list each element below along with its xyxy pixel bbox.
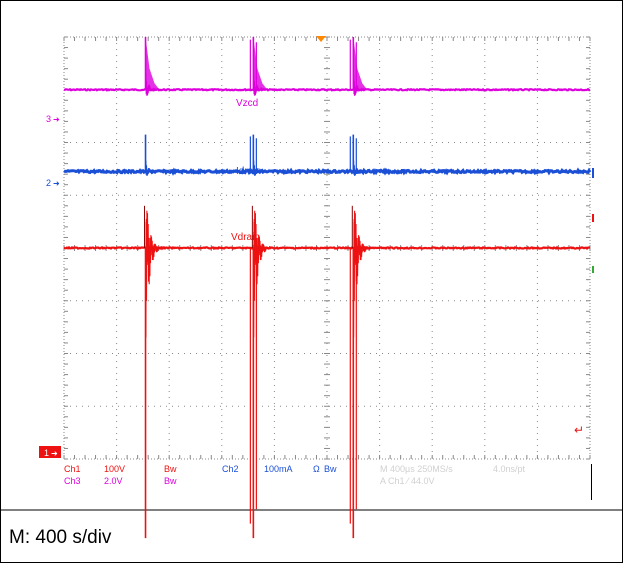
ringing-path bbox=[144, 210, 164, 338]
readout-ch3-label: Ch3 bbox=[64, 476, 81, 486]
channel-marker-2: 2 bbox=[46, 178, 51, 188]
pulse-vdrain bbox=[144, 205, 164, 539]
readout-ch2-scale: 100mA bbox=[264, 464, 293, 474]
trigger-position-icon bbox=[316, 36, 326, 42]
readout-ch3-scale: 2.0V bbox=[104, 476, 123, 486]
channel-marker-1-box bbox=[39, 446, 61, 458]
pulse-idrain bbox=[144, 134, 160, 176]
trigger-level-arrow-icon: ↵ bbox=[574, 423, 584, 437]
pulse-vdrain bbox=[349, 205, 372, 539]
pulse-vdrain bbox=[249, 205, 272, 539]
waveform-traces bbox=[63, 37, 592, 539]
readout-ch1-scale: 100V bbox=[104, 464, 125, 474]
readout-ch2-label: Ch2 bbox=[222, 464, 239, 474]
arrow-icon: ➜ bbox=[53, 179, 60, 188]
readout-ch2-bw: Bw bbox=[324, 464, 337, 474]
readout-ch1-bw: Bw bbox=[164, 464, 177, 474]
ringing-path bbox=[144, 160, 160, 176]
pulse-idrain bbox=[249, 134, 268, 176]
burst-area bbox=[253, 37, 268, 90]
pulse-vzcd bbox=[249, 37, 268, 96]
right-edge-marker-green bbox=[592, 266, 594, 273]
readout-timebase: M 400µs 250MS/s bbox=[380, 464, 453, 474]
trace-baseline-vzcd bbox=[63, 87, 591, 92]
readout-ch3-bw: Bw bbox=[164, 476, 177, 486]
readout-sample: 4.0ns/pt bbox=[493, 464, 526, 474]
readout-ch1-label: Ch1 bbox=[64, 464, 81, 474]
channel-marker-1: 1 bbox=[44, 448, 49, 458]
timebase-caption: M: 400 s/div bbox=[9, 527, 112, 548]
burst-area bbox=[145, 37, 160, 90]
pulse-vzcd bbox=[144, 37, 160, 96]
series-label-vdrain: Vdrain bbox=[231, 232, 260, 243]
right-edge-marker-blue bbox=[592, 168, 594, 178]
pulse-vzcd bbox=[349, 37, 368, 96]
series-label-idrain: Idrain bbox=[236, 166, 261, 177]
readout-panel: Ch1 100V Bw Ch3 2.0V Bw Ch2 100mA Ω Bw M… bbox=[64, 464, 526, 486]
ringing-path bbox=[252, 160, 268, 176]
burst-area bbox=[353, 37, 368, 90]
arrow-icon: ➜ bbox=[51, 449, 58, 458]
readout-ch2-ohm: Ω bbox=[313, 464, 320, 474]
ringing-path bbox=[352, 160, 368, 176]
trace-baseline-idrain bbox=[63, 167, 592, 176]
arrow-icon: ➜ bbox=[53, 115, 60, 124]
right-edge-marker-red bbox=[592, 214, 594, 222]
trace-baseline-vdrain bbox=[63, 245, 591, 251]
readout-trigger: A Ch1 ⁄ 44.0V bbox=[380, 476, 435, 486]
channel-marker-3: 3 bbox=[46, 114, 51, 124]
series-label-vzcd: Vzcd bbox=[236, 98, 258, 109]
pulse-idrain bbox=[349, 134, 368, 176]
